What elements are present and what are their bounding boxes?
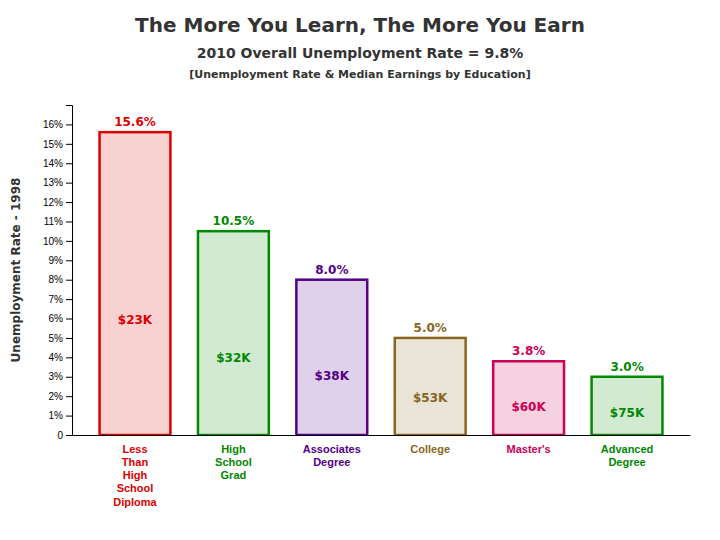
y-tick-label: 14% <box>43 158 63 169</box>
data-label: 15.6% <box>114 115 156 129</box>
y-tick-label: 0 <box>57 430 63 441</box>
y-tick: 16% <box>43 119 72 130</box>
bars <box>100 132 663 435</box>
bar <box>296 280 367 435</box>
y-axis-line <box>66 106 73 436</box>
bar <box>100 132 171 435</box>
y-tick-label: 12% <box>43 197 63 208</box>
y-tick-label: 7% <box>49 294 64 305</box>
y-tick-mark <box>66 163 72 164</box>
x-tick: College <box>410 443 450 455</box>
y-tick: 10% <box>43 236 72 247</box>
y-tick: 3% <box>49 371 72 382</box>
x-axis: LessThanHighSchoolDiploma HighSchoolGrad A… <box>73 436 691 508</box>
y-axis-label: Unemployment Rate - 1998 <box>9 178 23 363</box>
y-tick-mark <box>66 416 72 417</box>
y-tick: 15% <box>43 139 72 150</box>
x-tick-label: Master's <box>507 443 551 455</box>
y-tick-mark <box>66 124 72 125</box>
data-label: 3.8% <box>512 344 545 358</box>
y-tick-label: 6% <box>49 313 64 324</box>
data-label: 5.0% <box>414 321 447 335</box>
y-tick-label: 11% <box>44 216 63 227</box>
y-axis: 0 1% 2% 3% 4% 5% 6% 7% 8% 9% 10% 11% 12% 13% 14% 15% 16% <box>43 106 73 441</box>
y-tick: 11% <box>44 216 72 227</box>
y-tick-label: 1% <box>49 410 64 421</box>
bar <box>395 338 466 435</box>
bar <box>198 231 269 435</box>
y-tick: 9% <box>49 255 72 266</box>
subtitle: [Unemployment Rate & Median Earnings by … <box>189 68 530 81</box>
y-tick: 0 <box>57 430 72 441</box>
y-tick-mark <box>66 144 72 145</box>
y-tick-mark <box>66 202 72 203</box>
y-tick-label: 15% <box>43 139 63 150</box>
x-tick: LessThanHighSchoolDiploma <box>113 443 157 508</box>
data-label: 10.5% <box>213 214 255 228</box>
y-tick-label: 2% <box>49 391 64 402</box>
y-tick: 2% <box>49 391 72 402</box>
y-tick: 13% <box>43 177 72 188</box>
earnings-labels: $23K $32K $38K $53K $60K $75K <box>118 313 645 420</box>
y-tick-label: 16% <box>43 119 63 130</box>
y-tick-mark <box>66 338 72 339</box>
y-tick: 5% <box>49 333 72 344</box>
y-tick-label: 9% <box>49 255 64 266</box>
y-tick: 4% <box>49 352 72 363</box>
y-tick-mark <box>66 299 72 300</box>
x-tick: AssociatesDegree <box>303 443 361 468</box>
y-tick-mark <box>66 319 72 320</box>
x-tick: Master's <box>507 443 551 455</box>
earnings-label: $38K <box>315 369 350 383</box>
x-tick: AdvancedDegree <box>601 443 654 468</box>
y-tick-mark <box>66 377 72 378</box>
earnings-label: $53K <box>413 391 448 405</box>
earnings-label: $60K <box>511 400 546 414</box>
earnings-label: $32K <box>216 351 251 365</box>
earnings-label: $23K <box>118 313 153 327</box>
y-tick-label: 5% <box>49 333 64 344</box>
subtitle: 2010 Overall Unemployment Rate = 9.8% <box>197 45 524 61</box>
y-tick-mark <box>66 241 72 242</box>
x-axis-line <box>73 435 691 436</box>
earnings-label: $75K <box>610 406 645 420</box>
bar <box>592 377 663 435</box>
data-labels: 15.6% 10.5% 8.0% 5.0% 3.8% 3.0% <box>114 115 643 374</box>
plot: 0 1% 2% 3% 4% 5% 6% 7% 8% 9% 10% 11% 12% 13% 14% 15% 16%… <box>43 106 691 508</box>
y-tick-label: 4% <box>49 352 64 363</box>
y-tick: 12% <box>43 197 72 208</box>
x-tick-label: AdvancedDegree <box>601 443 654 468</box>
y-tick: 7% <box>49 294 72 305</box>
x-tick-label: AssociatesDegree <box>303 443 361 468</box>
y-tick: 6% <box>49 313 72 324</box>
data-label: 8.0% <box>315 263 348 277</box>
x-tick: HighSchoolGrad <box>215 443 252 481</box>
y-tick-mark <box>66 357 72 358</box>
x-tick-label: LessThanHighSchoolDiploma <box>113 443 157 508</box>
x-tick-label: College <box>410 443 450 455</box>
y-tick-mark <box>66 221 72 222</box>
title: The More You Learn, The More You Earn <box>135 13 585 37</box>
y-tick: 1% <box>49 410 72 421</box>
x-tick-label: HighSchoolGrad <box>215 443 252 481</box>
y-tick: 8% <box>49 274 72 285</box>
y-tick-mark <box>66 435 72 436</box>
y-tick-mark <box>66 183 72 184</box>
chart: The More You Learn, The More You Earn 201… <box>0 0 720 540</box>
data-label: 3.0% <box>610 360 643 374</box>
y-tick-label: 3% <box>49 371 64 382</box>
bar <box>493 361 564 435</box>
y-tick-label: 8% <box>49 274 64 285</box>
y-tick-label: 13% <box>43 177 63 188</box>
y-tick-mark <box>66 260 72 261</box>
y-tick-mark <box>66 280 72 281</box>
y-tick-label: 10% <box>43 236 63 247</box>
y-tick: 14% <box>43 158 72 169</box>
y-tick-mark <box>66 396 72 397</box>
